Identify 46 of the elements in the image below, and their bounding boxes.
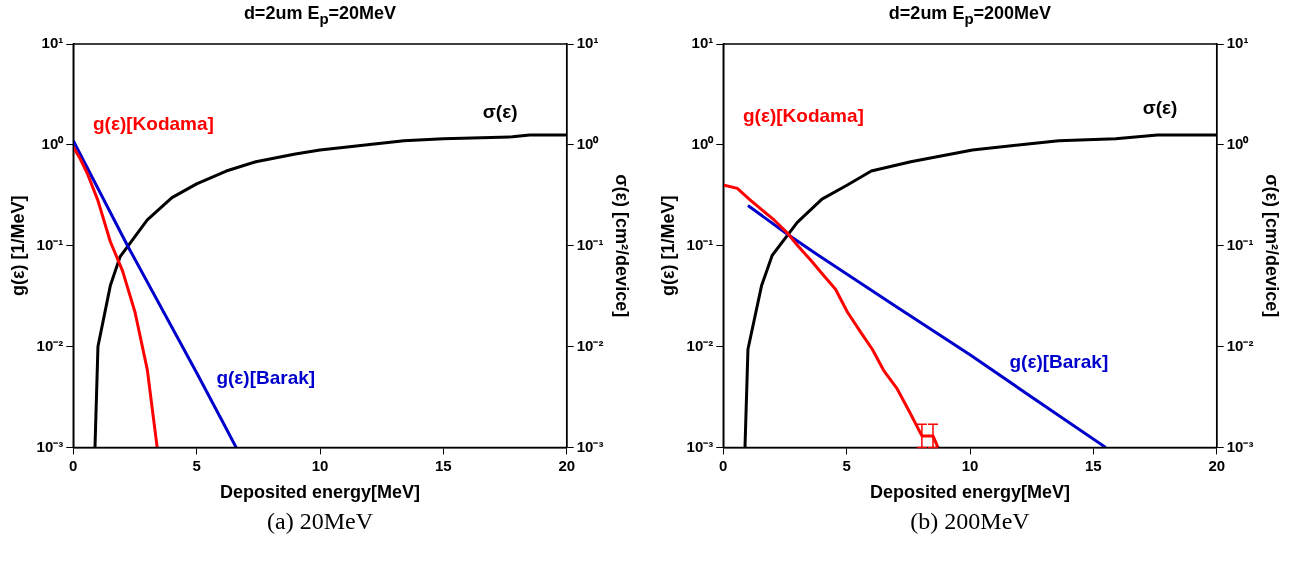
series-label: g(ε)[Barak]: [216, 367, 316, 389]
series-label: g(ε)[Kodama]: [93, 112, 214, 134]
text: 10⁻²: [686, 336, 714, 354]
chart-title: d=2um E$_{p}$=20MeV: [242, 2, 398, 29]
text: g(ε)[Kodama]: [743, 104, 864, 126]
text: 10⁻¹: [36, 235, 64, 253]
y-tick-label: 10⁰: [576, 134, 600, 152]
y-tick-label: 10⁻²: [1226, 336, 1254, 354]
y-axis-title: g(ε) [1/MeV]: [7, 195, 28, 296]
x-tick-label: 20: [1208, 456, 1226, 474]
x-axis-title: Deposited energy[MeV]: [219, 482, 421, 503]
text: (a) 20MeV: [266, 508, 374, 535]
series-label: σ(ε): [482, 100, 518, 122]
x-tick-label: 5: [192, 456, 201, 474]
series-label: σ(ε): [1142, 96, 1178, 118]
series-label: g(ε)[Barak]: [1009, 350, 1109, 372]
y-tick-label: 10¹: [1226, 34, 1249, 52]
x-tick-label: 15: [1085, 456, 1102, 474]
x-tick-label: 0: [69, 456, 78, 474]
text: 10⁻³: [36, 437, 64, 455]
y-tick-label: 10¹: [576, 34, 599, 52]
y-tick-label: 10⁻¹: [576, 235, 604, 253]
x-tick-label: 0: [719, 456, 728, 474]
y-axis-title: g(ε) [1/MeV]: [657, 195, 678, 296]
x-tick-label: 20: [558, 456, 576, 474]
text: (b) 200MeV: [909, 508, 1031, 535]
x-tick-label: 10: [961, 456, 979, 474]
text: 10⁰: [691, 134, 714, 152]
y-tick-label: 10⁻³: [576, 437, 604, 455]
chart-title: d=2um E$_{p}$=200MeV: [887, 2, 1053, 29]
x-axis-title: Deposited energy[MeV]: [869, 482, 1071, 503]
y-tick-label: 10⁻²: [576, 336, 604, 354]
text: 10⁻²: [36, 336, 64, 354]
y2-axis-title: σ(ε) [cm²/device]: [1262, 174, 1283, 318]
text: 10⁻¹: [686, 235, 714, 253]
text: 10¹: [41, 34, 64, 52]
y-tick-label: 10⁻³: [1226, 437, 1254, 455]
text: 10⁻³: [686, 437, 714, 455]
x-tick-label: 15: [435, 456, 452, 474]
x-tick-label: 10: [311, 456, 329, 474]
y-tick-label: 10⁰: [1226, 134, 1250, 152]
y2-axis-title: σ(ε) [cm²/device]: [612, 174, 633, 318]
y-tick-label: 10⁻¹: [1226, 235, 1254, 253]
x-tick-label: 5: [842, 456, 851, 474]
text: 10⁰: [41, 134, 64, 152]
text: 10¹: [691, 34, 714, 52]
